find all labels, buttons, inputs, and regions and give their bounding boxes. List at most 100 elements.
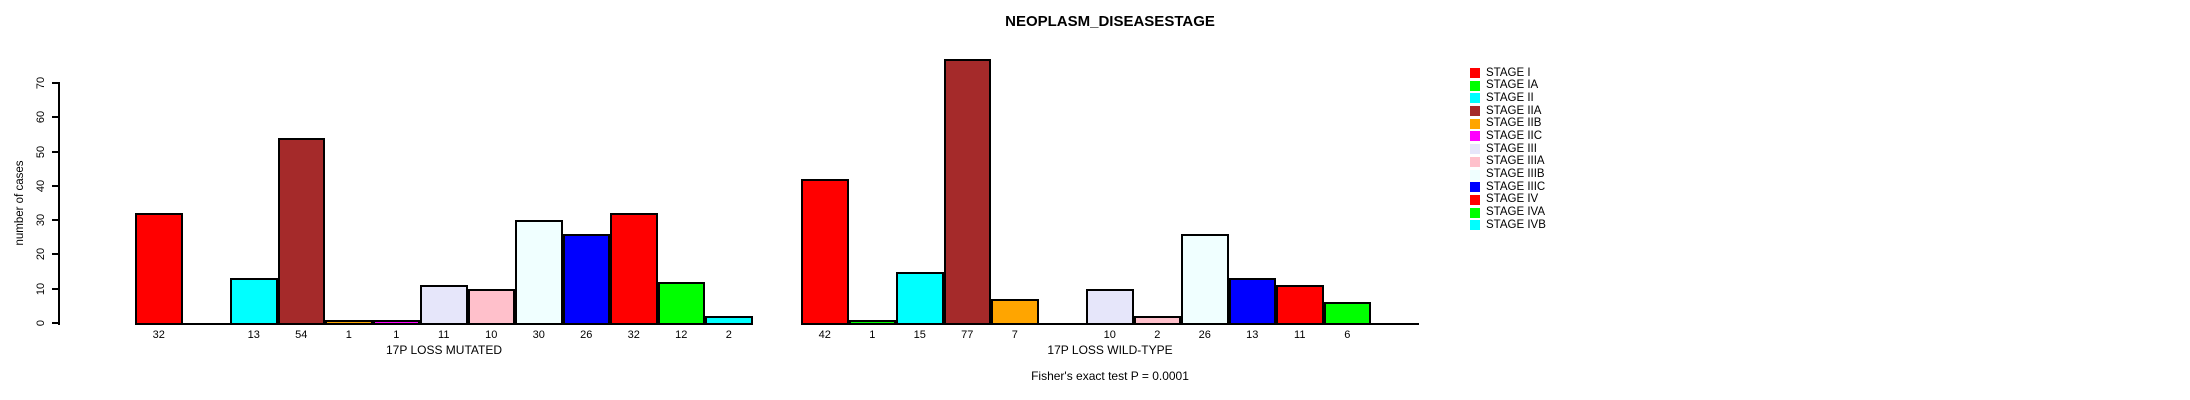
- legend-color-swatch: [1470, 144, 1480, 155]
- chart-title: NEOPLASM_DISEASESTAGE: [1005, 13, 1215, 30]
- legend-item: STAGE IV: [1470, 193, 1546, 206]
- bar-value-label: 10: [1103, 329, 1116, 341]
- x-axis-label-wild-type: 17P LOSS WILD-TYPE: [1047, 343, 1173, 357]
- legend-color-swatch: [1470, 118, 1480, 129]
- bar-stage-iva: [657, 282, 705, 323]
- bar-value-label: 1: [393, 329, 400, 341]
- bar-chart-wild-type: 42 1 15 77 7 10 2 26 13 11 6: [801, 59, 1419, 341]
- legend-item: STAGE IIC: [1470, 130, 1546, 142]
- bar-value-label: 1: [869, 329, 876, 341]
- bar-value-label: 11: [1294, 329, 1306, 341]
- bar-stage-iiic: [1228, 278, 1276, 323]
- bar-value-label: 32: [152, 329, 165, 341]
- bar-stage-iiic: [562, 234, 610, 323]
- bar-stage-iib: [325, 320, 373, 323]
- y-axis-tick: [52, 219, 60, 222]
- legend-item: STAGE III: [1470, 142, 1546, 155]
- legend-item-label: STAGE IIA: [1486, 104, 1542, 117]
- y-axis-tick-label: 70: [35, 76, 47, 90]
- legend-item: STAGE I: [1470, 66, 1546, 79]
- legend-color-swatch: [1470, 156, 1480, 167]
- bar-stage-iv: [610, 213, 658, 323]
- legend-color-swatch: [1470, 169, 1480, 180]
- legend-color-swatch: [1470, 80, 1480, 91]
- bar-stage-iiib: [1181, 234, 1229, 323]
- legend-item-label: STAGE IV: [1486, 193, 1539, 206]
- bar-value-label: 2: [725, 329, 732, 341]
- legend-item-label: STAGE III: [1486, 142, 1537, 155]
- legend-item: STAGE IIIA: [1470, 156, 1546, 167]
- y-axis-tick: [52, 150, 60, 153]
- legend-color-swatch: [1470, 106, 1480, 117]
- bar-value-label: 15: [913, 329, 926, 341]
- legend-item-label: STAGE IA: [1486, 79, 1539, 92]
- bar-stage-iii: [420, 285, 468, 323]
- y-axis-tick-label: 10: [35, 282, 47, 295]
- fisher-test-annotation: Fisher's exact test P = 0.0001: [1031, 369, 1189, 383]
- bar-value-label: 7: [1011, 329, 1018, 341]
- legend-color-swatch: [1470, 207, 1480, 218]
- y-axis-tick-label: 60: [35, 111, 47, 124]
- legend-item: STAGE IIIB: [1470, 168, 1546, 180]
- legend: STAGE I STAGE IA STAGE II STAGE IIA STAGE II…: [1470, 66, 1546, 233]
- legend-item: STAGE IIB: [1470, 117, 1546, 130]
- bar-stage-iia: [277, 138, 325, 323]
- bar-stage-iiia: [467, 289, 515, 323]
- bar-value-label: 6: [1344, 329, 1351, 341]
- y-axis-tick: [52, 82, 60, 84]
- bar-stage-iic: [372, 320, 420, 323]
- bar-value-label: 10: [485, 329, 498, 341]
- legend-color-swatch: [1470, 194, 1480, 205]
- legend-item-label: STAGE I: [1486, 66, 1531, 79]
- legend-item: STAGE IVA: [1470, 206, 1546, 218]
- y-axis-tick-label: 20: [35, 248, 47, 261]
- bar-stage-ii: [230, 278, 278, 323]
- bar-stage-ii: [896, 272, 944, 323]
- bar-stage-iva: [1323, 302, 1371, 323]
- legend-item-label: STAGE IVB: [1486, 218, 1546, 231]
- bar-value-label: 12: [675, 329, 688, 341]
- bar-stage-iiib: [515, 220, 563, 323]
- bar-value-label: 30: [532, 329, 545, 341]
- y-axis-tick: [52, 184, 60, 187]
- y-axis-tick-label: 0: [35, 319, 47, 327]
- bar-value-label: 26: [580, 329, 593, 341]
- y-axis-tick-label: 40: [35, 179, 47, 192]
- legend-color-swatch: [1470, 220, 1480, 231]
- y-axis-tick: [52, 287, 60, 290]
- y-axis-tick-label: 30: [35, 214, 47, 227]
- y-axis-tick: [52, 253, 60, 256]
- y-axis-tick: [52, 116, 60, 119]
- bar-stage-ivb: [705, 316, 753, 323]
- bar-stage-iv: [1276, 285, 1324, 323]
- legend-item-label: STAGE II: [1486, 91, 1534, 104]
- bar-value-label: 13: [247, 329, 260, 341]
- y-axis: [58, 83, 60, 325]
- legend-item: STAGE IIA: [1470, 104, 1546, 117]
- bar-value-label: 1: [345, 329, 352, 341]
- legend-color-swatch: [1470, 182, 1480, 193]
- legend-item-label: STAGE IIB: [1486, 117, 1542, 130]
- bar-stage-i: [135, 213, 183, 323]
- bar-value-label: 2: [1154, 329, 1161, 341]
- legend-item-label: STAGE IIIC: [1486, 180, 1546, 193]
- bar-value-label: 26: [1198, 329, 1211, 341]
- legend-item: STAGE II: [1470, 91, 1546, 104]
- legend-color-swatch: [1470, 93, 1480, 104]
- bar-value-label: 11: [438, 329, 450, 341]
- legend-color-swatch: [1470, 68, 1480, 78]
- y-axis-tick: [52, 322, 60, 324]
- bar-stage-iii: [1086, 289, 1134, 323]
- legend-item: STAGE IA: [1470, 79, 1546, 92]
- legend-item-label: STAGE IIIB: [1486, 168, 1545, 180]
- bar-value-label: 32: [627, 329, 640, 341]
- bar-value-label: 54: [295, 329, 308, 341]
- legend-item: STAGE IVB: [1470, 218, 1546, 231]
- bar-stage-iia: [943, 59, 991, 323]
- y-axis-tick-label: 50: [35, 145, 47, 158]
- x-axis-label-mutated: 17P LOSS MUTATED: [385, 343, 503, 357]
- legend-color-swatch: [1470, 131, 1480, 142]
- bar-stage-ia: [848, 320, 896, 323]
- bar-value-label: 13: [1246, 329, 1259, 341]
